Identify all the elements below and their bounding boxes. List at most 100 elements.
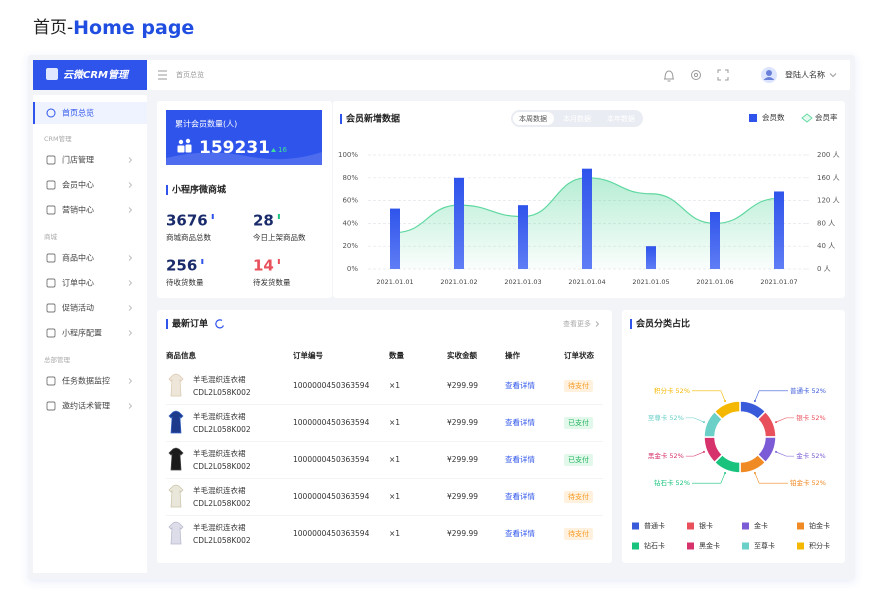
sidebar-chevron <box>128 157 133 163</box>
donut-label: 积分卡 52% <box>654 386 690 395</box>
refresh-icon[interactable] <box>215 319 225 329</box>
sidebar-item-icon <box>46 303 56 313</box>
status-badge <box>564 528 593 540</box>
x-tick-label: 2021.01.03 <box>504 278 541 286</box>
label-leader <box>754 390 788 402</box>
pie-card <box>622 310 845 563</box>
chart-tab[interactable]: 本月数据 <box>563 114 591 123</box>
donut-label-name: 普通卡 <box>790 386 810 395</box>
sidebar-chevron <box>128 182 133 188</box>
stat-value: 14 <box>253 257 274 275</box>
sidebar-active-bar <box>33 102 35 124</box>
user-chevron[interactable] <box>829 73 837 78</box>
label-leader <box>692 390 726 402</box>
table-header: 数量 <box>389 350 404 360</box>
product-image <box>168 521 184 545</box>
avatar-body <box>763 77 775 80</box>
sidebar-item[interactable]: 商品中心 <box>62 253 94 263</box>
orders-more[interactable]: 查看更多 <box>563 319 591 328</box>
table-header: 订单状态 <box>564 350 594 360</box>
sidebar-item[interactable]: 营销中心 <box>62 205 94 215</box>
order-action[interactable]: 查看详情 <box>505 528 535 538</box>
donut-label-value: 52% <box>812 387 826 395</box>
sidebar-item[interactable]: 促销活动 <box>62 303 94 313</box>
order-action[interactable]: 查看详情 <box>505 380 535 390</box>
status-badge <box>564 454 593 466</box>
settings-icon[interactable] <box>691 70 701 80</box>
donut-label: 金卡 52% <box>796 451 825 460</box>
label-dot <box>724 472 727 475</box>
menu-toggle[interactable] <box>158 70 167 80</box>
home-icon <box>46 108 56 118</box>
summary-value: 159231 <box>199 138 270 158</box>
icon-head <box>178 139 184 145</box>
summary-box <box>166 110 322 165</box>
sidebar-group-title: 总部管理 <box>44 355 71 364</box>
y2-tick-label: 120 人 <box>817 197 840 205</box>
sidebar-item[interactable]: 邀约话术管理 <box>62 401 110 411</box>
label-leader <box>754 472 788 484</box>
order-status: 待支付 <box>568 529 589 538</box>
order-price: ¥299.99 <box>447 381 478 390</box>
order-price: ¥299.99 <box>447 418 478 427</box>
sidebar-group-title: 商城 <box>44 232 58 241</box>
order-action[interactable]: 查看详情 <box>505 417 535 427</box>
title-marker <box>166 319 168 329</box>
donut-label-value: 52% <box>811 414 825 422</box>
sidebar-item-icon <box>46 205 56 215</box>
label-leader <box>692 472 726 484</box>
donut-segment <box>713 400 741 421</box>
icon-head <box>185 138 191 144</box>
product-name: 羊毛混织连衣裙 <box>193 522 246 532</box>
icon-body <box>185 144 192 153</box>
user-name[interactable]: 登陆人名称 <box>785 70 825 80</box>
legend-swatch <box>797 522 804 530</box>
sidebar-item[interactable]: 任务数据监控 <box>62 376 110 386</box>
donut-label: 银卡 52% <box>796 413 825 422</box>
table-header: 操作 <box>505 350 520 360</box>
legend-label: 银卡 <box>699 521 713 530</box>
bell-icon[interactable] <box>664 70 674 82</box>
donut-label-name: 钻石卡 <box>654 478 674 487</box>
orders-title: 最新订单 <box>172 318 208 330</box>
status-badge <box>564 417 593 429</box>
chart-tab[interactable]: 本年数据 <box>607 114 635 123</box>
table-header: 商品信息 <box>166 350 196 360</box>
legend-swatch <box>632 542 639 550</box>
product-name: 羊毛混织连衣裙 <box>193 411 246 421</box>
sidebar-item-icon <box>46 253 56 263</box>
more-chevron[interactable] <box>595 321 600 327</box>
sidebar-item-icon <box>46 180 56 190</box>
order-status: 已支付 <box>568 455 589 464</box>
chart-tab[interactable]: 本周数据 <box>519 114 547 123</box>
product-name: 羊毛混织连衣裙 <box>193 448 246 458</box>
icon-body <box>177 145 185 153</box>
order-action[interactable]: 查看详情 <box>505 454 535 464</box>
donut-label: 至尊卡 52% <box>648 413 684 422</box>
donut-label-value: 52% <box>669 452 683 460</box>
sidebar-item[interactable]: 门店管理 <box>62 155 94 165</box>
fullscreen-icon[interactable] <box>717 69 729 81</box>
sidebar-item[interactable]: 会员中心 <box>62 180 94 190</box>
sidebar-item[interactable]: 订单中心 <box>62 278 94 288</box>
order-number: 1000000450363594 <box>293 381 370 390</box>
sidebar-home[interactable]: 首页总览 <box>62 108 94 118</box>
status-badge <box>564 380 593 392</box>
label-leader <box>775 451 795 457</box>
donut-label: 铂金卡 52% <box>790 478 826 487</box>
donut-label: 普通卡 52% <box>790 386 826 395</box>
sidebar-item[interactable]: 小程序配置 <box>62 328 102 338</box>
order-qty: ×1 <box>389 418 400 427</box>
sidebar-chevron <box>128 403 133 409</box>
legend-label: 会员数 <box>762 112 785 122</box>
label-dot <box>702 421 705 424</box>
label-dot <box>724 399 727 402</box>
donut-label-name: 铂金卡 <box>790 478 810 487</box>
legend-swatch <box>801 113 813 123</box>
product-image <box>168 373 184 397</box>
donut-label-name: 至尊卡 <box>648 413 668 422</box>
status-badge <box>564 491 593 503</box>
order-action[interactable]: 查看详情 <box>505 491 535 501</box>
legend-label: 普通卡 <box>644 521 665 530</box>
